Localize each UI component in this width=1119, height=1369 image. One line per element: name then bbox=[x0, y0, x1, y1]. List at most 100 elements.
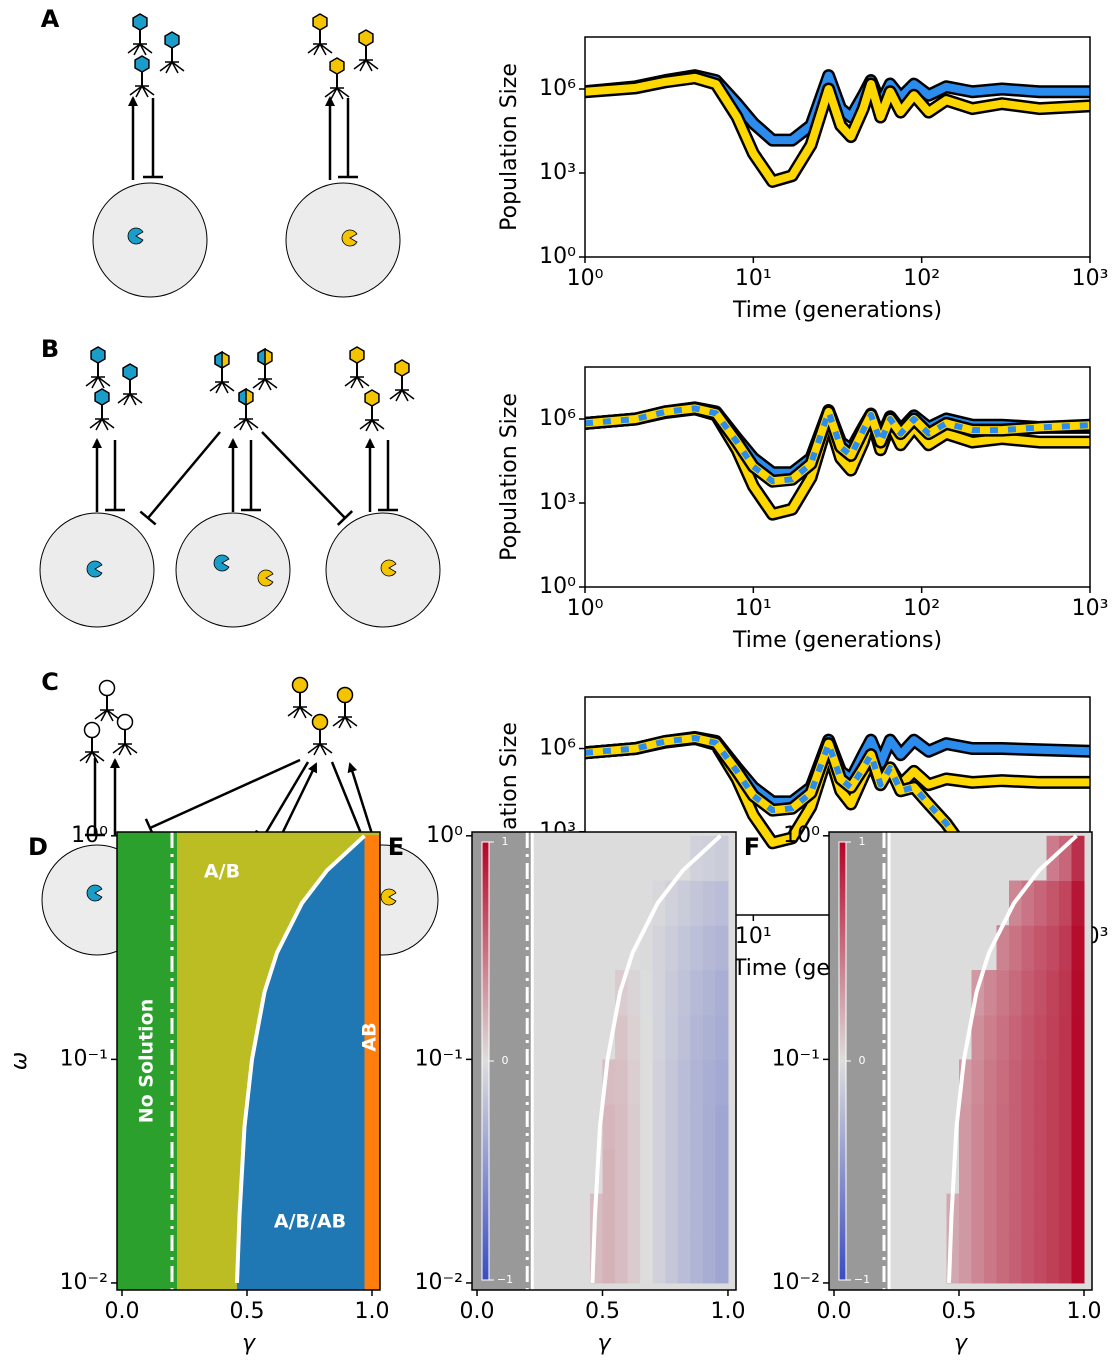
heat-cell bbox=[1021, 970, 1035, 1016]
plot-area bbox=[472, 832, 736, 1290]
heat-cell bbox=[1034, 1148, 1047, 1195]
heat-cell bbox=[1059, 1014, 1072, 1060]
heat-cell bbox=[665, 1148, 679, 1195]
inhibition-bar bbox=[336, 510, 354, 526]
phage-leg bbox=[264, 378, 278, 389]
phage-leg bbox=[307, 743, 321, 754]
x-tick-label: 10¹ bbox=[735, 266, 772, 291]
receptor bbox=[380, 559, 397, 577]
phage-leg bbox=[344, 376, 358, 387]
series-line bbox=[585, 73, 1090, 186]
y-axis-label: ω bbox=[7, 1052, 32, 1070]
plot-frame bbox=[584, 36, 1091, 258]
heat-cell bbox=[602, 1104, 616, 1150]
receptor bbox=[213, 554, 230, 572]
phage-leg bbox=[85, 376, 99, 387]
heat-cell bbox=[959, 1238, 972, 1284]
colorbar-tick-label: 0 bbox=[859, 1054, 866, 1067]
phage-leg bbox=[336, 87, 344, 100]
phage-leg bbox=[353, 59, 367, 70]
y-tick-label: 10⁰ bbox=[783, 823, 820, 848]
heat-cell bbox=[996, 1014, 1010, 1060]
heat-cell bbox=[702, 1014, 716, 1060]
inhibition-bar bbox=[139, 510, 157, 526]
heat-cell bbox=[1021, 1148, 1035, 1195]
phage-leg bbox=[356, 376, 370, 387]
heat-cell bbox=[1059, 880, 1072, 926]
phage-leg bbox=[95, 418, 103, 431]
heat-cell bbox=[690, 1014, 704, 1060]
heat-cell bbox=[677, 1238, 691, 1284]
heat-cell bbox=[702, 880, 716, 926]
panel-letter: F bbox=[744, 833, 760, 861]
phage-leg bbox=[165, 61, 173, 74]
heat-cell bbox=[1009, 1104, 1022, 1150]
heat-cell bbox=[615, 1148, 629, 1195]
phage-leg bbox=[319, 743, 333, 754]
heat-cell bbox=[715, 1104, 729, 1150]
phage-leg bbox=[91, 376, 99, 389]
phage-head-half bbox=[214, 350, 223, 370]
heat-cell bbox=[984, 1193, 997, 1240]
heat-cell bbox=[677, 1193, 691, 1240]
heat-cell bbox=[1021, 1193, 1035, 1240]
x-tick-label: 10¹ bbox=[735, 596, 772, 621]
heat-cell bbox=[665, 1104, 679, 1150]
phage-leg bbox=[319, 743, 327, 756]
phage-head bbox=[122, 363, 138, 381]
heat-cell bbox=[627, 1193, 641, 1240]
x-tick-label: 10³ bbox=[1072, 596, 1109, 621]
phage-leg bbox=[336, 87, 350, 98]
heat-cell bbox=[1046, 1104, 1060, 1150]
region-no-solution bbox=[117, 832, 177, 1290]
heat-cell bbox=[1009, 1148, 1022, 1195]
heat-cell bbox=[1071, 1238, 1085, 1284]
y-tick-label: 10³ bbox=[539, 160, 576, 185]
y-axis-label: Population Size bbox=[497, 63, 522, 231]
y-tick-label: 10⁻² bbox=[772, 1270, 820, 1295]
y-tick-label: 10⁻¹ bbox=[772, 1046, 820, 1071]
heat-cell bbox=[1059, 970, 1072, 1016]
phage-leg bbox=[313, 43, 321, 56]
heat-cell bbox=[640, 1238, 654, 1284]
series-dash bbox=[585, 405, 1090, 485]
phage-leg bbox=[124, 743, 132, 756]
region-label: A/B/AB bbox=[274, 1211, 346, 1233]
phage-leg bbox=[97, 376, 105, 389]
x-tick-label: 0.0 bbox=[460, 1299, 495, 1324]
phage-leg bbox=[171, 61, 185, 72]
phage-head bbox=[116, 713, 134, 731]
heat-cell bbox=[677, 1148, 691, 1195]
phage-leg bbox=[89, 418, 103, 429]
phage-leg bbox=[221, 381, 229, 394]
plot-frame bbox=[584, 366, 1091, 588]
heat-cell bbox=[996, 1238, 1010, 1284]
y-tick-label: 10³ bbox=[539, 490, 576, 515]
heat-cell bbox=[971, 1014, 985, 1060]
region-label: A/B bbox=[204, 861, 240, 883]
heat-cell bbox=[690, 880, 704, 926]
region-label: No Solution bbox=[136, 999, 158, 1124]
panel-letter: D bbox=[28, 833, 48, 861]
phage-leg bbox=[245, 418, 259, 429]
heat-cell bbox=[984, 1148, 997, 1195]
phage-leg bbox=[123, 393, 131, 406]
heat-cell bbox=[715, 1059, 729, 1105]
phage-leg bbox=[371, 419, 385, 430]
x-axis-label: γ bbox=[954, 1331, 968, 1356]
heat-cell bbox=[996, 1059, 1010, 1105]
inhibition bbox=[261, 431, 346, 519]
heat-cell bbox=[715, 835, 729, 882]
heat-cell bbox=[996, 1148, 1010, 1195]
phage-leg bbox=[389, 389, 403, 400]
heat-cell bbox=[627, 1104, 641, 1150]
x-tick-label: 10² bbox=[903, 596, 940, 621]
phage-leg bbox=[129, 393, 143, 404]
phage-leg bbox=[118, 743, 126, 756]
heat-cell bbox=[971, 1238, 985, 1284]
heat-cell bbox=[996, 1193, 1010, 1240]
phage-leg bbox=[299, 706, 313, 717]
phage-head bbox=[312, 13, 328, 31]
colorbar bbox=[838, 841, 847, 1281]
receptor bbox=[341, 229, 358, 247]
